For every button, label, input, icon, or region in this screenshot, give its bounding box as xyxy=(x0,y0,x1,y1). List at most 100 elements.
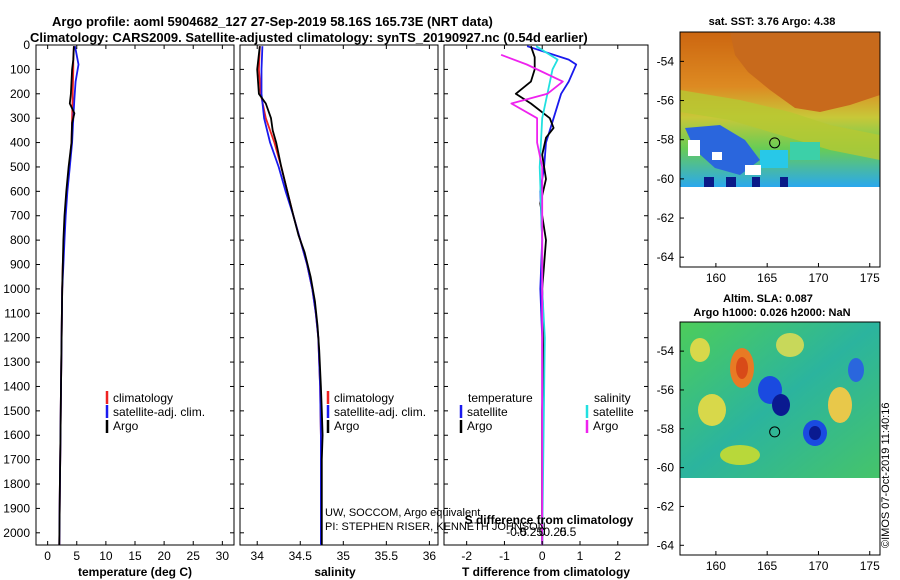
lat-tick-label: -60 xyxy=(657,172,675,186)
salinity-panel-frame xyxy=(239,44,439,546)
depth-tick-label: 1300 xyxy=(3,355,30,369)
sla-eddy-high xyxy=(690,338,710,362)
legend-label-satellite: satellite-adj. clim. xyxy=(113,405,205,419)
difference-axis-label: T difference from climatology xyxy=(462,565,630,579)
sla-map-title: Altim. SLA: 0.087 xyxy=(723,293,813,305)
x-tick-label: 34.5 xyxy=(289,549,313,563)
sst-cold-patch xyxy=(790,142,820,160)
legend-label-climatology: climatology xyxy=(113,391,173,405)
lon-tick-label: 175 xyxy=(860,559,880,573)
lat-tick-label: -64 xyxy=(657,538,675,552)
difference-panel-frame xyxy=(443,44,649,546)
sst-cold-patch xyxy=(780,177,788,187)
depth-tick-label: 700 xyxy=(10,209,30,223)
sla-eddy-low xyxy=(809,426,821,440)
lon-tick-label: 175 xyxy=(860,271,880,285)
temperature-axis-label: temperature (deg C) xyxy=(78,565,192,579)
x-tick-label: 15 xyxy=(128,549,142,563)
sst-warm-region xyxy=(730,32,880,112)
legend-label-argo: Argo xyxy=(334,419,360,433)
x-tick-label: 36 xyxy=(423,549,437,563)
depth-tick-label: 1900 xyxy=(3,501,30,515)
series-line-s-satellite xyxy=(535,45,559,545)
sst-land-gap xyxy=(712,152,722,160)
lon-tick-label: 160 xyxy=(706,271,726,285)
x-tick-label: 30 xyxy=(216,549,230,563)
sla-eddy-high xyxy=(698,394,726,426)
lon-tick-label: 170 xyxy=(808,559,828,573)
sst-land-gap xyxy=(745,165,761,175)
sst-cold-patch xyxy=(760,150,788,168)
lon-tick-label: 160 xyxy=(706,559,726,573)
figure-title-line2: Climatology: CARS2009. Satellite-adjuste… xyxy=(30,30,588,45)
temperature-legend: climatology satellite-adj. clim. Argo xyxy=(105,391,205,433)
pi-annotation-line2: PI: STEPHEN RISER, KENNETH JOHNSON xyxy=(325,521,546,533)
x-tick-label: 35.5 xyxy=(375,549,399,563)
lat-tick-label: -64 xyxy=(657,250,675,264)
depth-tick-label: 1800 xyxy=(3,477,30,491)
legend-label-t-argo: Argo xyxy=(467,419,493,433)
lat-tick-label: -54 xyxy=(657,344,675,358)
series-line-argo xyxy=(256,46,324,545)
sla-no-data xyxy=(680,478,880,555)
lat-tick-label: -62 xyxy=(657,211,675,225)
depth-tick-label: 1200 xyxy=(3,331,30,345)
difference-legend: temperature salinity satellite Argo sate… xyxy=(459,391,634,433)
sst-cold-patch xyxy=(704,177,714,187)
x-tick-label: 0 xyxy=(44,549,51,563)
legend-label-t-satellite: satellite xyxy=(467,405,508,419)
sst-map xyxy=(680,32,880,267)
sla-eddy-high xyxy=(736,357,748,379)
depth-tick-label: 1500 xyxy=(3,404,30,418)
x-tick-label: -2 xyxy=(461,549,472,563)
x2-tick-label: 0 xyxy=(539,525,546,539)
depth-tick-label: 300 xyxy=(10,111,30,125)
x2-tick-label: -0.5 xyxy=(506,525,527,539)
depth-tick-label: 900 xyxy=(10,258,30,272)
x2-tick-label: -0.25 xyxy=(516,525,544,539)
sla-eddy-high xyxy=(720,445,760,465)
sst-no-data xyxy=(680,187,880,267)
depth-tick-label: 1700 xyxy=(3,453,30,467)
sla-eddy-high xyxy=(776,333,804,357)
sst-cold-patch xyxy=(752,177,760,187)
x-tick-label: 34 xyxy=(251,549,265,563)
x2-tick-label: 0.5 xyxy=(560,525,577,539)
depth-tick-label: 200 xyxy=(10,87,30,101)
salinity-legend: climatology satellite-adj. clim. Argo xyxy=(326,391,426,433)
temperature-panel-frame xyxy=(35,44,235,546)
legend-label-s-argo: Argo xyxy=(593,419,619,433)
x2-tick-label: 0.25 xyxy=(543,525,567,539)
legend-label-argo: Argo xyxy=(113,419,139,433)
lat-tick-label: -58 xyxy=(657,133,675,147)
x-tick-label: 25 xyxy=(187,549,201,563)
sst-cold-patch xyxy=(685,125,760,175)
pi-annotation-line1: UW, SOCCOM, Argo equivalent xyxy=(325,507,480,519)
sst-map-frame xyxy=(679,31,881,268)
salinity-difference-axis-label: S difference from climatology xyxy=(465,513,634,527)
sst-front xyxy=(680,90,880,160)
x-tick-label: 1 xyxy=(577,549,584,563)
lat-tick-label: -54 xyxy=(657,54,675,68)
series-line-t-argo xyxy=(514,45,555,545)
sla-map-subtitle: Argo h1000: 0.026 h2000: NaN xyxy=(693,307,850,319)
sla-map xyxy=(680,322,880,555)
legend-label-s-satellite: satellite xyxy=(593,405,634,419)
sla-map-frame xyxy=(679,321,881,556)
depth-tick-label: 1100 xyxy=(4,306,30,320)
x-tick-label: 35 xyxy=(337,549,351,563)
lat-tick-label: -58 xyxy=(657,422,675,436)
x-tick-label: 20 xyxy=(157,549,171,563)
series-line-satellite-adj-clim- xyxy=(260,46,322,545)
depth-axis: 0 100 200 300 400 500 600 700 800 900 1000 1100 1200… xyxy=(3,38,30,540)
depth-tick-label: 100 xyxy=(10,62,30,76)
lat-tick-label: -60 xyxy=(657,461,675,475)
series-line-argo xyxy=(58,46,76,545)
lon-tick-label: 165 xyxy=(757,271,777,285)
salinity-axis-label: salinity xyxy=(314,565,356,579)
sla-eddy-low xyxy=(848,358,864,382)
x-tick-label: 5 xyxy=(73,549,80,563)
depth-tick-label: 1400 xyxy=(3,379,30,393)
x-tick-label: 10 xyxy=(99,549,113,563)
lat-tick-label: -56 xyxy=(657,383,675,397)
